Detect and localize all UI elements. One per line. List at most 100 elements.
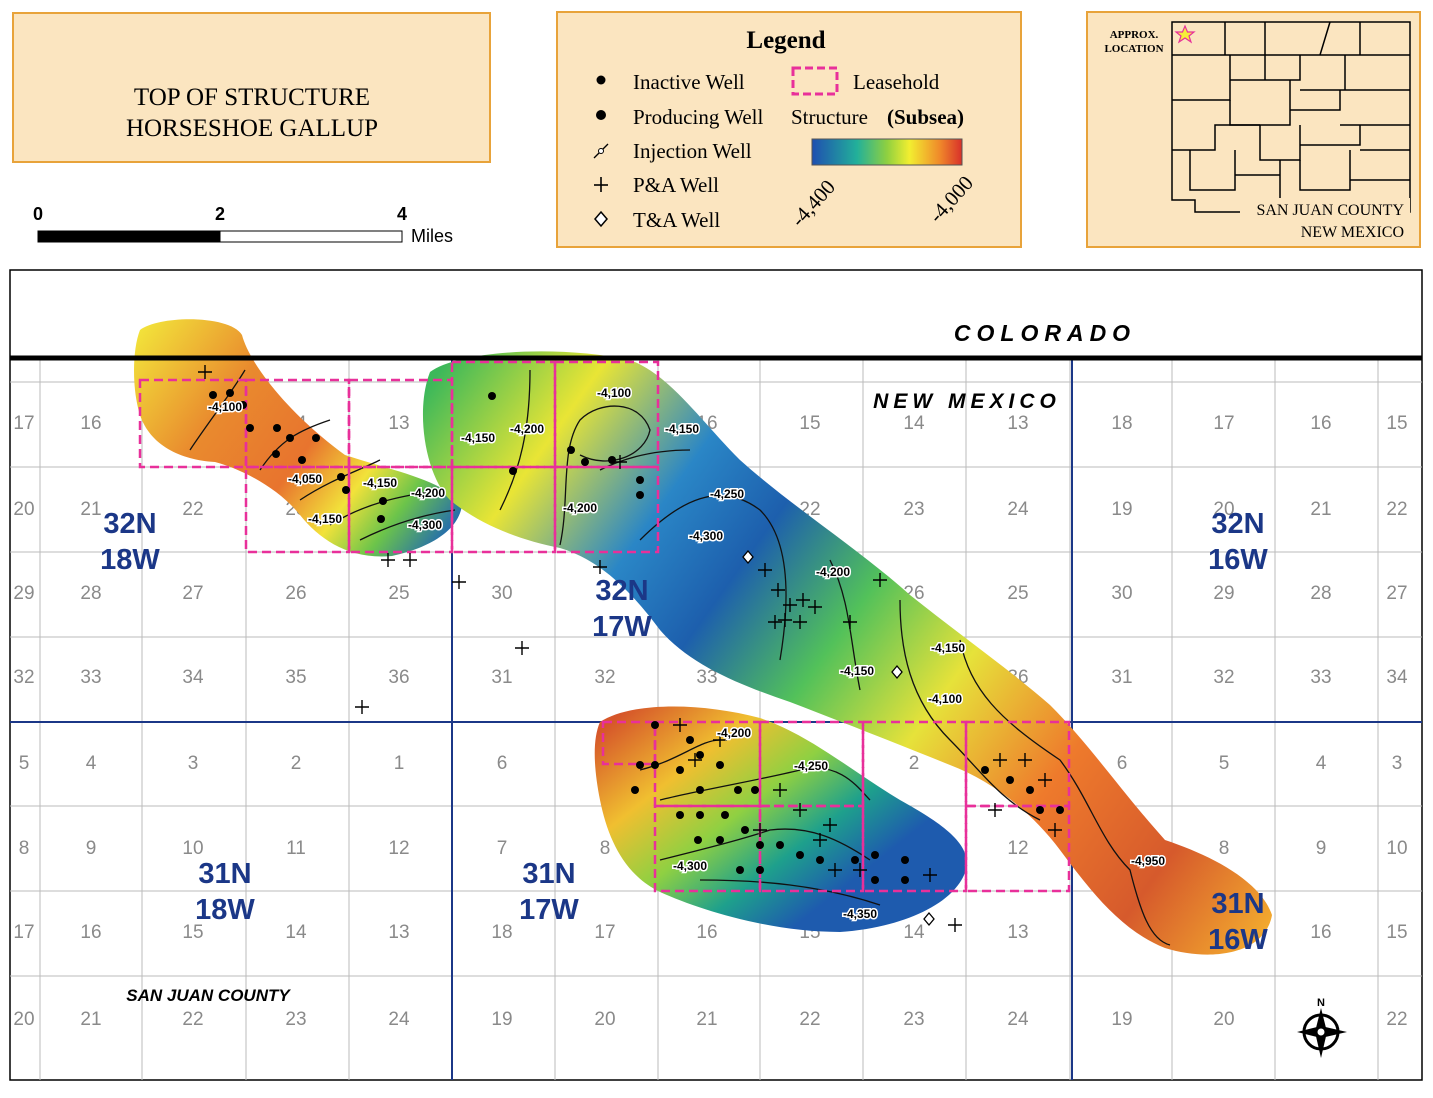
township-label: 32N — [595, 575, 648, 607]
pa-well — [1048, 823, 1062, 837]
section-number: 34 — [182, 667, 204, 688]
pa-well — [673, 718, 687, 732]
pa-well — [993, 753, 1007, 767]
section-number: 13 — [388, 413, 409, 434]
well — [581, 458, 589, 466]
well — [226, 389, 234, 397]
township-label: 16W — [1208, 544, 1268, 576]
section-number: 27 — [182, 583, 203, 604]
leasehold — [964, 720, 1071, 808]
pa-well — [381, 553, 395, 567]
section-number: 23 — [903, 499, 924, 520]
section-number: 27 — [1386, 583, 1407, 604]
contour-label: -4,200 — [510, 422, 544, 436]
pa-well — [778, 613, 792, 627]
scale-bar-segment — [37, 230, 221, 243]
pa-well — [923, 868, 937, 882]
well — [1006, 776, 1014, 784]
section-number: 32 — [13, 667, 34, 688]
well — [337, 473, 345, 481]
section-number: 20 — [594, 1009, 615, 1030]
section-number: 2 — [909, 753, 920, 774]
legend-title: Legend — [746, 27, 825, 54]
section-number: 9 — [86, 838, 97, 859]
township-label: 31N — [198, 858, 251, 890]
section-number: 8 — [600, 838, 611, 859]
structure-area — [594, 706, 967, 932]
township-label: 31N — [522, 858, 575, 890]
section-number: 15 — [799, 413, 820, 434]
section-number: 11 — [286, 838, 306, 859]
pa-well — [713, 733, 727, 747]
well — [751, 786, 759, 794]
contour-label: -4,100 — [928, 692, 962, 706]
well — [342, 486, 350, 494]
pa-well — [813, 833, 827, 847]
section-number: 15 — [1386, 413, 1407, 434]
well — [696, 751, 704, 759]
well — [608, 456, 616, 464]
contour-label: -4,150 — [840, 664, 874, 678]
contour-label: -4,150 — [931, 641, 965, 655]
leasehold — [244, 465, 351, 554]
north-label: N — [1317, 997, 1325, 1009]
leasehold — [758, 720, 865, 808]
section-number: 6 — [497, 753, 508, 774]
pa-well — [1018, 753, 1032, 767]
pa-well — [613, 455, 627, 469]
inset-marker-label: LOCATION — [1104, 43, 1163, 55]
north-arrow: N — [1297, 997, 1347, 1058]
section-number: 4 — [86, 753, 97, 774]
section-number: 16 — [80, 922, 101, 943]
map-labels: -4,100 -4,050 -4,150 -4,150 -4,200 -4,300 -4,1… — [100, 385, 1268, 956]
section-number: 12 — [388, 838, 409, 859]
pa-well — [1038, 773, 1052, 787]
legend-label: Injection Well — [633, 139, 752, 163]
well — [651, 761, 659, 769]
section-number: 23 — [903, 1009, 924, 1030]
pa-well — [768, 615, 782, 629]
leasehold — [758, 804, 865, 893]
legend-label: T&A Well — [633, 208, 720, 232]
well — [756, 841, 764, 849]
section-number: 15 — [1386, 922, 1407, 943]
contour-label: -4,150 — [308, 512, 342, 526]
ta-well — [891, 664, 903, 680]
well — [631, 786, 639, 794]
well — [377, 515, 385, 523]
well — [741, 826, 749, 834]
state-label: NEW MEXICO — [873, 390, 1061, 413]
section-number: 14 — [285, 922, 307, 943]
section-number: 5 — [1219, 753, 1230, 774]
well — [694, 836, 702, 844]
pa-well — [796, 593, 810, 607]
inset-county: SAN JUAN COUNTY — [1256, 202, 1404, 219]
section-number: 31 — [1111, 667, 1132, 688]
pa-well — [793, 615, 807, 629]
section-number: 24 — [1007, 1009, 1029, 1030]
contour-label: -4,350 — [843, 907, 877, 921]
pa-well — [753, 823, 767, 837]
pa-well — [843, 615, 857, 629]
pa-well — [873, 573, 887, 587]
section-number: 4 — [1316, 753, 1327, 774]
section-number: 14 — [903, 922, 925, 943]
contour-label: -4,200 — [563, 501, 597, 515]
scale-unit: Miles — [411, 226, 453, 246]
well — [676, 766, 684, 774]
leasehold — [553, 360, 660, 469]
section-number: 22 — [182, 1009, 203, 1030]
township-label: 18W — [100, 544, 160, 576]
section-number: 32 — [1213, 667, 1234, 688]
section-number: 25 — [388, 583, 409, 604]
section-number: 9 — [1316, 838, 1327, 859]
pa-well — [198, 365, 212, 379]
well — [312, 434, 320, 442]
section-number: 16 — [1310, 922, 1331, 943]
section-number: 34 — [1386, 667, 1408, 688]
leasehold — [553, 465, 660, 554]
contour-label: -4,100 — [208, 400, 242, 414]
section-number: 29 — [13, 583, 34, 604]
section-number: 16 — [696, 922, 717, 943]
